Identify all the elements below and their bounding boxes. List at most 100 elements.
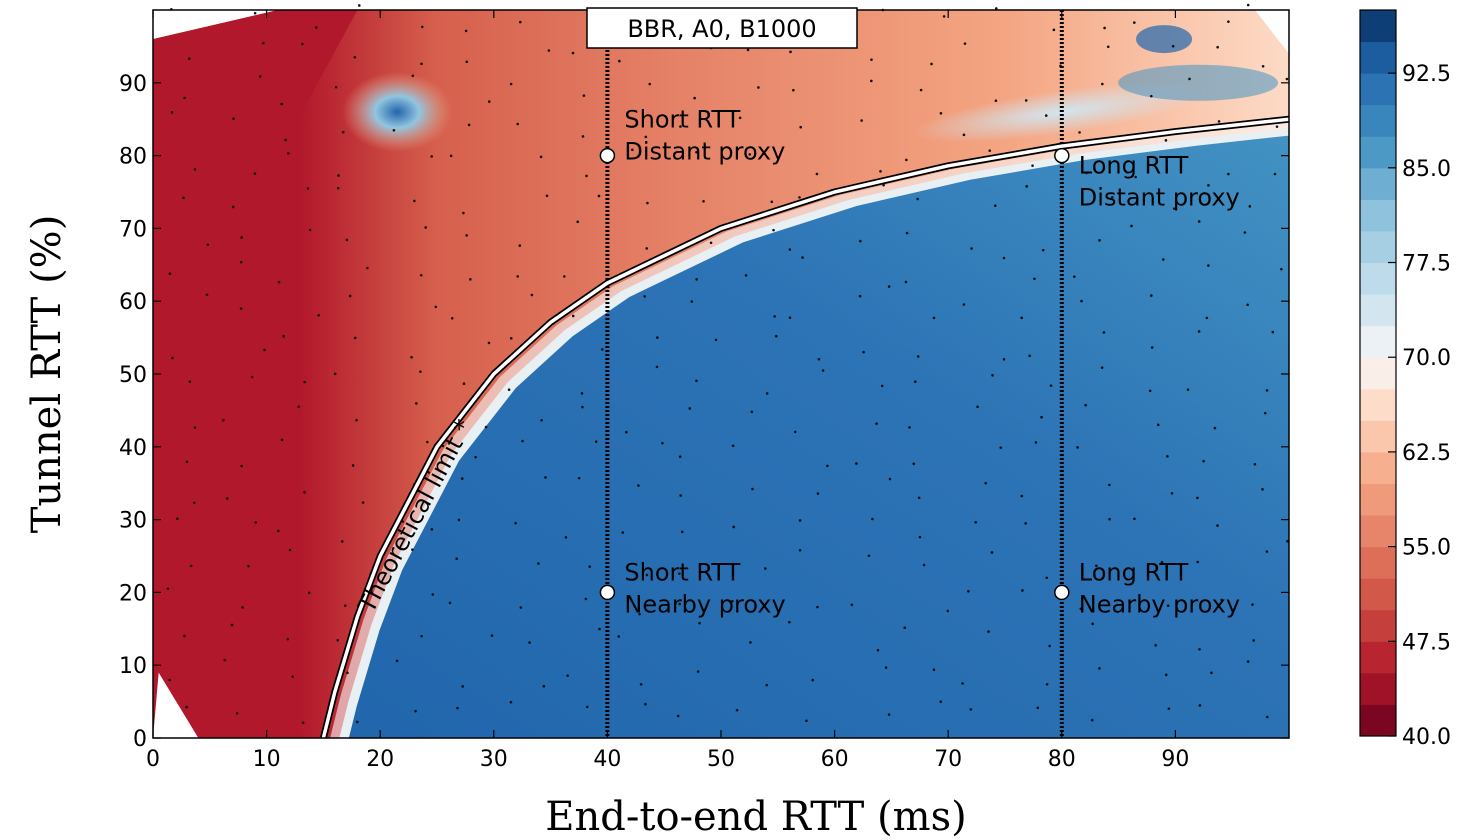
y-tick-label: 80 — [119, 145, 147, 170]
sample-dot — [509, 337, 513, 340]
sample-dot — [340, 540, 344, 543]
x-tick-label: 40 — [593, 747, 621, 772]
sample-dot — [1036, 706, 1040, 710]
sample-dot — [462, 211, 465, 215]
sample-dot — [345, 238, 349, 242]
sample-dot — [922, 563, 926, 567]
sample-dot — [253, 11, 257, 15]
sample-dot — [1265, 715, 1269, 719]
sample-dot — [258, 75, 262, 78]
sample-dot — [749, 641, 752, 644]
colorbar — [1359, 9, 1397, 737]
sample-dot — [1021, 589, 1024, 592]
sample-dot — [1275, 125, 1279, 129]
sample-dot — [514, 521, 517, 525]
sample-dot — [280, 438, 284, 442]
sample-dot — [695, 278, 698, 281]
sample-dot — [1253, 463, 1257, 466]
sample-dot — [1133, 517, 1136, 521]
sample-dot — [1002, 256, 1006, 260]
y-tick-label: 60 — [119, 290, 147, 315]
sample-dot — [1162, 258, 1165, 261]
sample-dot — [175, 517, 179, 520]
sample-dot — [757, 86, 760, 89]
sample-dot — [414, 709, 417, 713]
sample-dot — [487, 100, 491, 103]
sample-dot — [464, 29, 468, 33]
x-axis-ticks: 0 10 20 30 40 50 60 70 80 90 — [146, 10, 1189, 772]
sample-dot — [581, 405, 584, 409]
sample-dot — [337, 174, 340, 177]
sample-dot — [994, 7, 998, 10]
sample-dot — [301, 721, 305, 725]
sample-dot — [1166, 604, 1170, 608]
sample-dot — [731, 444, 735, 448]
theoretical-limit-curve — [320, 115, 1290, 739]
sample-dot — [1020, 316, 1024, 320]
sample-dot — [1024, 99, 1028, 102]
sample-dot — [976, 405, 979, 409]
point-label-line1: Long RTT — [1079, 558, 1189, 586]
sample-dot — [765, 683, 769, 687]
sample-dot — [456, 706, 459, 710]
sample-dot — [919, 88, 923, 92]
sample-dot — [291, 675, 294, 678]
sample-dot — [1044, 114, 1048, 117]
sample-dot — [421, 25, 424, 29]
sample-dot — [1207, 264, 1210, 267]
sample-dot — [1202, 459, 1205, 463]
colorbar-tick-label: 62.5 — [1402, 441, 1451, 466]
sample-dot — [974, 520, 977, 524]
heatmap-field — [153, 10, 1289, 738]
sample-dot — [168, 272, 172, 276]
sample-dot — [1156, 423, 1160, 427]
sample-dot — [420, 62, 423, 66]
sample-dot — [250, 375, 254, 379]
colorbar-tick-label: 47.5 — [1402, 630, 1451, 655]
sample-dot — [961, 682, 964, 685]
sample-dot — [994, 99, 998, 103]
colorbar-tick-label: 40.0 — [1402, 725, 1451, 750]
sample-dot — [185, 705, 188, 709]
colorbar-band — [1360, 451, 1396, 484]
sample-dot — [230, 623, 234, 627]
sample-dot — [1090, 718, 1094, 722]
sample-dot — [1020, 494, 1024, 498]
sample-dot — [656, 336, 659, 339]
annotated-point — [1054, 584, 1070, 601]
sample-dot — [946, 609, 950, 613]
sample-dot — [871, 517, 874, 521]
x-tick-label: 70 — [934, 747, 962, 772]
sample-dot — [1106, 45, 1110, 49]
colorbar-band — [1360, 10, 1396, 43]
sample-dot — [487, 341, 491, 345]
sample-dot — [962, 133, 966, 137]
sample-dot — [223, 658, 227, 662]
sample-dot — [888, 477, 892, 481]
sample-dot — [509, 700, 513, 704]
point-label-line2: Distant proxy — [624, 138, 785, 166]
sample-dot — [539, 155, 543, 159]
sample-dot — [908, 426, 911, 429]
sample-dot — [1217, 120, 1221, 123]
sample-dot — [415, 402, 418, 405]
sample-dot — [521, 439, 524, 443]
annotated-point — [1054, 147, 1070, 164]
sample-dot — [676, 714, 680, 718]
sample-dot — [788, 248, 792, 251]
sample-dot — [193, 167, 197, 171]
sample-dot — [744, 274, 748, 277]
sample-dot — [188, 380, 192, 383]
sample-dot — [1205, 316, 1209, 320]
sample-dot — [1150, 294, 1153, 297]
sample-dot — [1220, 598, 1223, 602]
colorbar-tick-label: 55.0 — [1402, 536, 1451, 561]
sample-dot — [286, 637, 290, 641]
sample-dot — [879, 170, 882, 173]
sample-dot — [904, 280, 908, 284]
sample-dot — [336, 638, 339, 642]
sample-dot — [905, 158, 908, 162]
sample-dot — [631, 148, 634, 152]
sample-dot — [1251, 603, 1254, 606]
y-tick-label: 70 — [119, 217, 147, 242]
